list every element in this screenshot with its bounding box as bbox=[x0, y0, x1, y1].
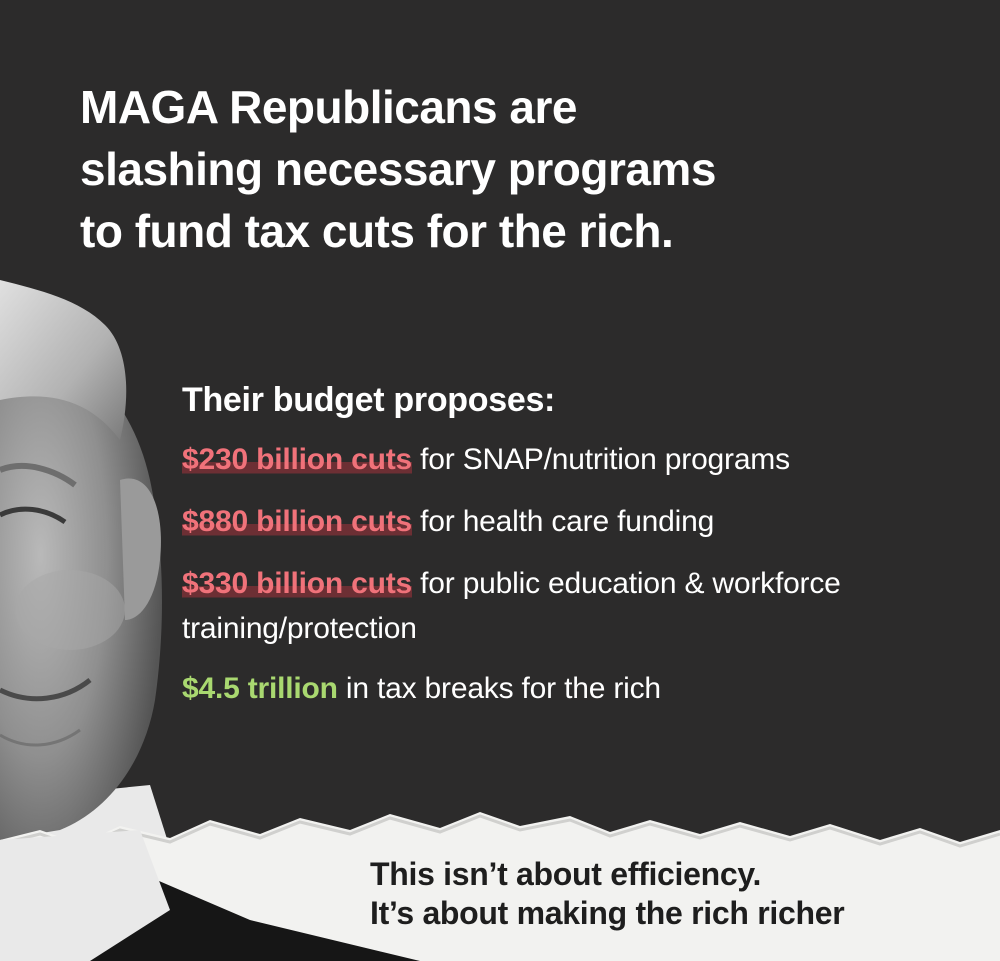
headline-line: slashing necessary programs bbox=[80, 143, 716, 195]
budget-item-tax-breaks: $4.5 trillion in tax breaks for the rich bbox=[182, 666, 997, 711]
item-text: for SNAP/nutrition programs bbox=[412, 443, 790, 476]
tagline-line: This isn’t about efficiency. bbox=[370, 856, 762, 892]
headline-line: MAGA Republicans are bbox=[80, 81, 577, 133]
eye-shape bbox=[0, 506, 67, 525]
tax-break-amount: $4.5 trillion bbox=[182, 672, 338, 705]
cut-amount: $330 billion cuts bbox=[182, 567, 413, 600]
item-text: in tax breaks for the rich bbox=[337, 672, 661, 705]
ear-shape bbox=[120, 478, 161, 620]
tagline-line: It’s about making the rich richer bbox=[370, 895, 845, 931]
cut-amount: $230 billion cuts bbox=[182, 443, 413, 476]
cut-amount: $880 billion cuts bbox=[182, 505, 413, 538]
tagline: This isn’t about efficiency. It’s about … bbox=[370, 855, 845, 933]
budget-item-education: $330 billion cuts for public education &… bbox=[182, 561, 997, 651]
headline: MAGA Republicans are slashing necessary … bbox=[80, 76, 960, 262]
hair-shape bbox=[0, 280, 127, 440]
headline-line: to fund tax cuts for the rich. bbox=[80, 205, 674, 257]
suit-overlay bbox=[0, 830, 420, 961]
item-text: for public education & workforce trainin… bbox=[182, 567, 841, 645]
budget-item-health: $880 billion cuts for health care fundin… bbox=[182, 499, 997, 544]
budget-title: Their budget proposes: bbox=[182, 381, 556, 419]
budget-item-snap: $230 billion cuts for SNAP/nutrition pro… bbox=[182, 437, 997, 482]
smile-shape bbox=[0, 678, 92, 702]
item-text: for health care funding bbox=[412, 505, 715, 538]
budget-section: Their budget proposes: $230 billion cuts… bbox=[182, 375, 997, 728]
